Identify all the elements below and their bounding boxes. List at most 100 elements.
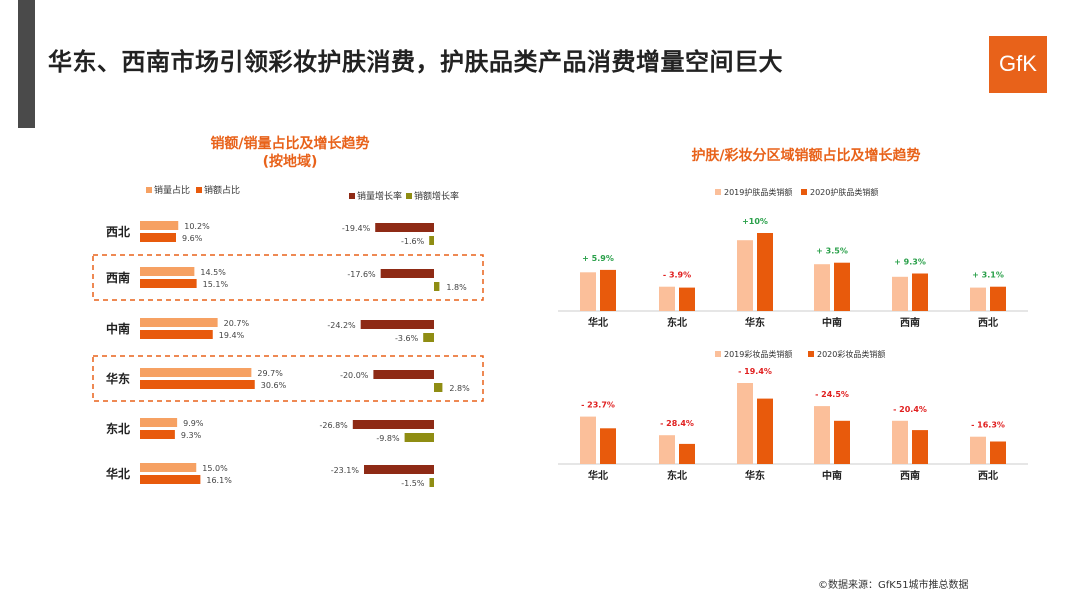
right-legend-swatch (801, 189, 807, 195)
left-category-label: 西北 (106, 224, 130, 239)
bar-volume-growth-label: -24.2% (327, 321, 356, 330)
bar-volume-growth (360, 320, 434, 329)
right-legend-label: 2020彩妆品类销额 (817, 349, 885, 359)
bar-2019 (814, 264, 830, 311)
page-title: 华东、西南市场引领彩妆护肤消费，护肤品类产品消费增量空间巨大 (48, 48, 783, 76)
right-legend-label: 2019彩妆品类销额 (724, 349, 792, 359)
right-category-label: 华北 (588, 316, 608, 329)
bar-amount-share (140, 475, 201, 484)
bar-volume-share (140, 267, 195, 276)
bar-amount-growth (434, 282, 440, 291)
bar-2020 (912, 273, 928, 311)
bar-volume-growth-label: -20.0% (340, 371, 369, 380)
bar-2020 (834, 420, 850, 464)
bar-2019 (580, 272, 596, 311)
bar-volume-share-label: 15.0% (202, 464, 228, 473)
accent-bar (18, 0, 35, 128)
bar-amount-growth (404, 433, 434, 442)
bar-volume-growth-label: -23.1% (331, 466, 360, 475)
bar-amount-growth (429, 478, 434, 487)
left-legend-swatch (406, 193, 412, 199)
bar-volume-growth (352, 420, 434, 429)
bar-amount-growth-label: 2.8% (449, 384, 470, 393)
bar-amount-share (140, 233, 176, 242)
bar-volume-growth-label: -19.4% (342, 224, 371, 233)
bar-amount-growth-label: -1.5% (401, 479, 425, 488)
right-category-label: 西南 (900, 469, 920, 482)
bar-2020 (600, 428, 616, 464)
right-legend-label: 2019护肤品类销额 (724, 187, 792, 197)
left-legend-label: 销额增长率 (414, 190, 459, 202)
bar-volume-growth-label: -26.8% (319, 421, 348, 430)
bar-volume-share (140, 318, 218, 327)
right-category-label: 华北 (588, 469, 608, 482)
bar-volume-share (140, 418, 178, 427)
left-legend-label: 销量占比 (154, 184, 190, 196)
right-category-label: 东北 (667, 469, 687, 482)
left-legend-swatch (349, 193, 355, 199)
bar-volume-share-label: 9.9% (183, 419, 204, 428)
left-category-label: 西南 (106, 270, 130, 285)
right-category-label: 西南 (900, 316, 920, 329)
bar-amount-share-label: 30.6% (261, 381, 287, 390)
bar-volume-growth (364, 465, 434, 474)
bar-volume-share-label: 29.7% (257, 369, 283, 378)
bar-2019 (970, 287, 986, 311)
bar-amount-growth (429, 236, 434, 245)
left-legend-swatch (146, 187, 152, 193)
growth-label: - 23.7% (581, 401, 615, 410)
bar-2019 (892, 420, 908, 464)
right-category-label: 中南 (822, 469, 842, 482)
left-category-label: 中南 (106, 321, 130, 336)
bar-amount-share (140, 380, 255, 389)
data-source-note: ©数据来源：GfK51城市推总数据 (818, 580, 969, 591)
logo-text: GfK (999, 51, 1037, 76)
growth-label: - 20.4% (893, 405, 927, 414)
right-chart-title: 护肤/彩妆分区域销额占比及增长趋势 (691, 147, 920, 164)
left-legend-label: 销量增长率 (357, 190, 402, 202)
bar-volume-growth (375, 223, 434, 232)
bar-2020 (990, 441, 1006, 464)
bar-volume-growth (380, 269, 434, 278)
growth-label: - 16.3% (971, 421, 1005, 430)
bar-amount-share-label: 9.6% (182, 234, 203, 243)
bar-volume-share (140, 221, 179, 230)
right-legend-swatch (715, 189, 721, 195)
growth-label: +10% (742, 217, 768, 226)
right-legend-swatch (715, 351, 721, 357)
bar-2019 (814, 406, 830, 464)
bar-amount-growth (434, 383, 443, 392)
gfk-logo: GfK (989, 36, 1047, 93)
bar-2020 (757, 398, 773, 464)
growth-label: - 28.4% (660, 419, 694, 428)
highlight-box (92, 254, 484, 301)
bar-volume-share (140, 463, 197, 472)
bar-amount-share-label: 9.3% (181, 431, 202, 440)
growth-label: - 3.9% (663, 271, 691, 280)
bar-amount-growth (423, 333, 434, 342)
bar-volume-growth (373, 370, 434, 379)
left-category-label: 华北 (106, 466, 130, 481)
bar-amount-growth-label: 1.8% (446, 283, 467, 292)
right-category-label: 华东 (745, 316, 765, 329)
left-chart-subtitle: (按地域) (263, 153, 318, 170)
bar-volume-growth-label: -17.6% (347, 270, 376, 279)
bar-2020 (990, 286, 1006, 311)
growth-label: + 5.9% (582, 254, 614, 263)
left-chart-title: 销额/销量占比及增长趋势 (210, 135, 369, 152)
bar-2020 (912, 430, 928, 464)
bar-2019 (659, 435, 675, 464)
bar-2019 (892, 276, 908, 311)
bar-amount-share (140, 430, 175, 439)
bar-2019 (659, 286, 675, 311)
bar-amount-share-label: 19.4% (219, 331, 245, 340)
bar-volume-share-label: 10.2% (184, 222, 210, 231)
bar-amount-share-label: 15.1% (203, 280, 229, 289)
right-category-label: 中南 (822, 316, 842, 329)
highlight-box (92, 355, 484, 402)
bar-2020 (600, 269, 616, 311)
bar-amount-share-label: 16.1% (206, 476, 232, 485)
right-category-label: 西北 (978, 316, 998, 329)
bar-amount-growth-label: -3.6% (395, 334, 419, 343)
